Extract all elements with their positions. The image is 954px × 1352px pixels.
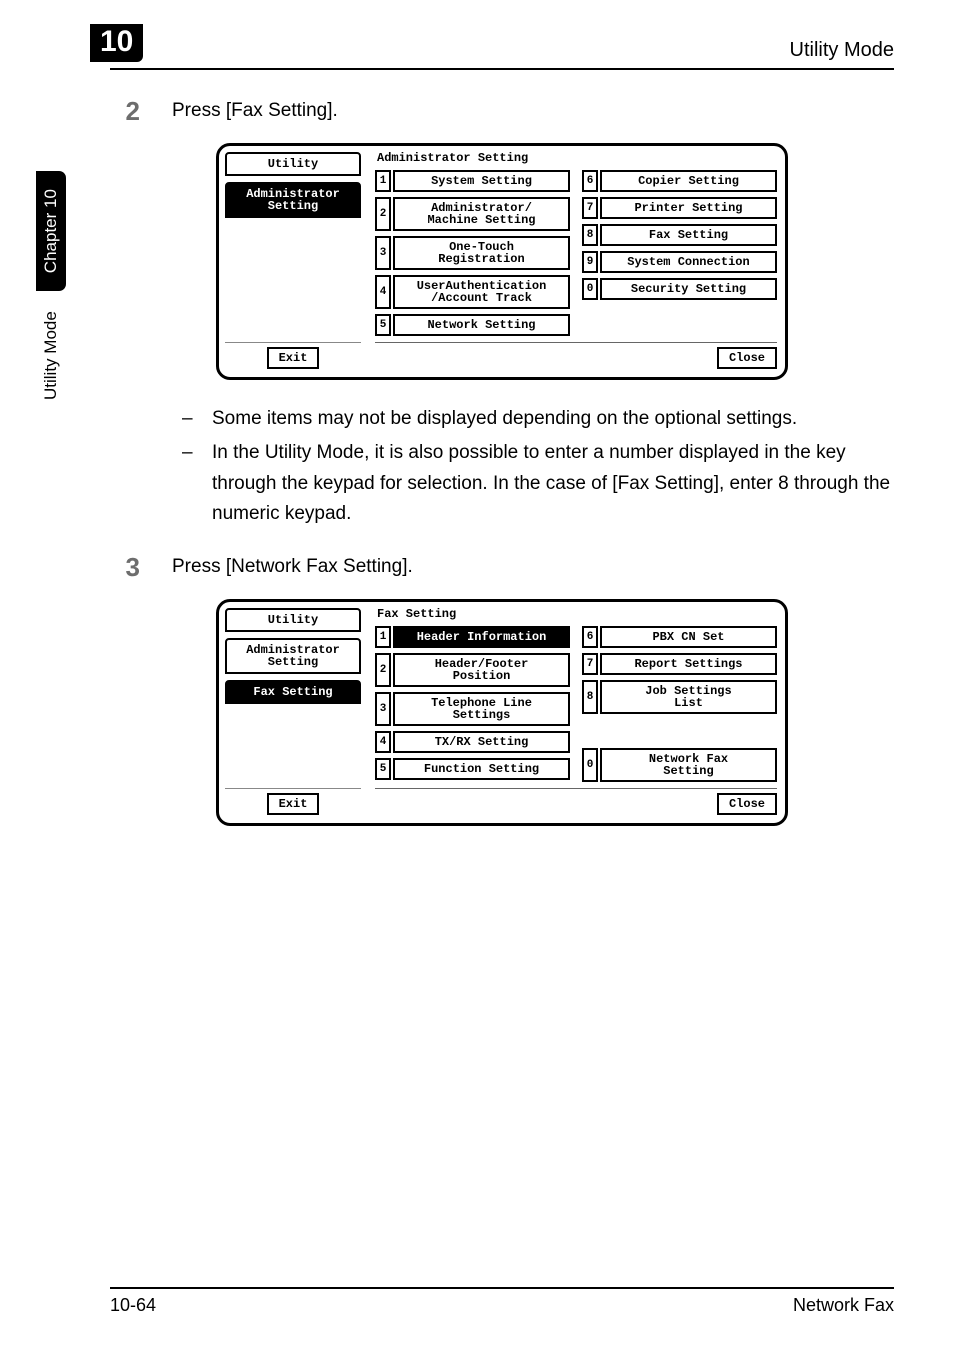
- panel-fax-setting: Utility Administrator Setting Fax Settin…: [216, 599, 788, 826]
- step-2: 2 Press [Fax Setting].: [110, 96, 894, 127]
- btn-report-settings[interactable]: 7Report Settings: [582, 653, 777, 675]
- close-button[interactable]: Close: [717, 793, 777, 815]
- page-footer: 10-64 Network Fax: [110, 1287, 894, 1316]
- spacer: [582, 719, 777, 743]
- breadcrumb-column: Utility Administrator Setting Exit: [219, 146, 367, 377]
- step-number: 2: [110, 96, 140, 127]
- btn-header-information[interactable]: 1Header Information: [375, 626, 570, 648]
- btn-system-setting[interactable]: 1System Setting: [375, 170, 570, 192]
- tab-administrator-setting[interactable]: Administrator Setting: [225, 638, 361, 674]
- footer-title: Network Fax: [793, 1295, 894, 1316]
- note-item: Some items may not be displayed dependin…: [182, 404, 894, 434]
- notes-list: Some items may not be displayed dependin…: [182, 404, 894, 530]
- close-button[interactable]: Close: [717, 347, 777, 369]
- step-number: 3: [110, 552, 140, 583]
- step-text: Press [Network Fax Setting].: [172, 552, 894, 583]
- exit-button[interactable]: Exit: [267, 347, 320, 369]
- btn-telephone-line-settings[interactable]: 3Telephone Line Settings: [375, 692, 570, 726]
- panel-title: Administrator Setting: [377, 152, 777, 164]
- chapter-badge: 10: [90, 24, 143, 62]
- note-item: In the Utility Mode, it is also possible…: [182, 438, 894, 529]
- btn-admin-machine-setting[interactable]: 2Administrator/ Machine Setting: [375, 197, 570, 231]
- btn-user-auth-account-track[interactable]: 4UserAuthentication /Account Track: [375, 275, 570, 309]
- panel-title: Fax Setting: [377, 608, 777, 620]
- btn-tx-rx-setting[interactable]: 4TX/RX Setting: [375, 731, 570, 753]
- btn-security-setting[interactable]: 0Security Setting: [582, 278, 777, 300]
- btn-job-settings-list[interactable]: 8Job Settings List: [582, 680, 777, 714]
- page-header: 10 Utility Mode: [110, 24, 894, 70]
- header-title: Utility Mode: [790, 39, 894, 62]
- exit-button[interactable]: Exit: [267, 793, 320, 815]
- step-text: Press [Fax Setting].: [172, 96, 894, 127]
- side-tab: Utility Mode Chapter 10: [36, 171, 66, 400]
- page-number: 10-64: [110, 1295, 156, 1316]
- btn-copier-setting[interactable]: 6Copier Setting: [582, 170, 777, 192]
- btn-network-fax-setting[interactable]: 0Network Fax Setting: [582, 748, 777, 782]
- btn-pbx-cn-set[interactable]: 6PBX CN Set: [582, 626, 777, 648]
- btn-function-setting[interactable]: 5Function Setting: [375, 758, 570, 780]
- tab-utility[interactable]: Utility: [225, 152, 361, 176]
- btn-fax-setting[interactable]: 8Fax Setting: [582, 224, 777, 246]
- btn-system-connection[interactable]: 9System Connection: [582, 251, 777, 273]
- breadcrumb-column: Utility Administrator Setting Fax Settin…: [219, 602, 367, 823]
- btn-printer-setting[interactable]: 7Printer Setting: [582, 197, 777, 219]
- btn-header-footer-position[interactable]: 2Header/Footer Position: [375, 653, 570, 687]
- btn-one-touch-registration[interactable]: 3One-Touch Registration: [375, 236, 570, 270]
- panel-administrator-setting: Utility Administrator Setting Exit Admin…: [216, 143, 788, 380]
- side-tab-chapter: Chapter 10: [36, 171, 66, 291]
- side-tab-title: Utility Mode: [41, 311, 61, 400]
- tab-administrator-setting[interactable]: Administrator Setting: [225, 182, 361, 218]
- btn-network-setting[interactable]: 5Network Setting: [375, 314, 570, 336]
- step-3: 3 Press [Network Fax Setting].: [110, 552, 894, 583]
- tab-fax-setting[interactable]: Fax Setting: [225, 680, 361, 704]
- tab-utility[interactable]: Utility: [225, 608, 361, 632]
